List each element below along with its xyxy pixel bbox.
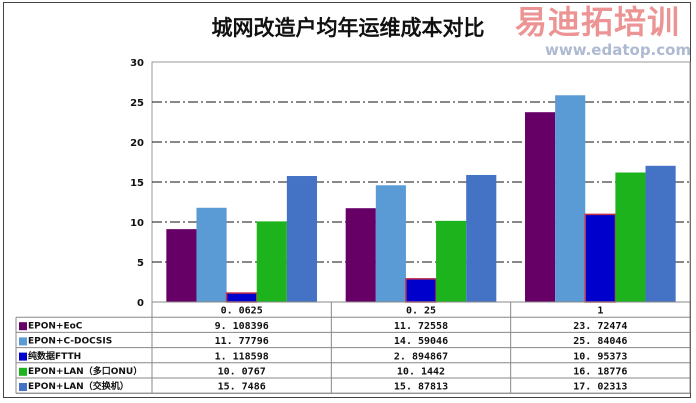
data-label: 15. 87813 xyxy=(394,382,448,393)
legend-swatch xyxy=(19,383,27,391)
legend-swatch xyxy=(19,352,27,361)
data-label: 15. 7486 xyxy=(218,382,266,393)
y-tick-label: 5 xyxy=(137,258,144,269)
bar-0-0 xyxy=(166,229,197,302)
bar-0-1 xyxy=(345,208,376,302)
y-tick-label: 30 xyxy=(130,58,144,69)
bar-3-0 xyxy=(256,221,287,302)
data-label: 2. 894867 xyxy=(394,351,448,362)
data-label: 11. 72558 xyxy=(394,321,448,332)
data-label: 10. 1442 xyxy=(397,367,445,378)
data-label: 10. 95373 xyxy=(573,351,627,362)
bar-1-1 xyxy=(375,185,406,302)
data-label: 11. 77796 xyxy=(215,336,269,347)
x-category-label: 0. 0625 xyxy=(221,306,263,317)
x-category-label: 0. 25 xyxy=(406,306,436,317)
data-label: 17. 02313 xyxy=(573,382,627,393)
legend-label: EPON+LAN（交换机） xyxy=(28,380,129,392)
watermark-brand: 易迪拓培训 xyxy=(515,3,681,41)
data-label: 14. 59046 xyxy=(394,336,448,347)
data-label: 10. 0767 xyxy=(218,367,266,378)
bar-1-0 xyxy=(196,207,227,302)
bar-1-2 xyxy=(555,95,586,302)
data-label: 16. 18776 xyxy=(573,367,627,378)
chart-title: 城网改造户均年运维成本对比 xyxy=(211,15,485,40)
bar-0-2 xyxy=(525,112,556,302)
y-tick-label: 25 xyxy=(130,98,144,109)
x-category-label: 1 xyxy=(597,306,603,317)
y-tick-label: 20 xyxy=(130,138,144,149)
data-label: 9. 108396 xyxy=(215,321,269,332)
data-label: 1. 118598 xyxy=(215,351,269,362)
bar-3-1 xyxy=(436,220,467,302)
y-tick-label: 15 xyxy=(130,178,144,189)
legend-label: EPON+LAN（多口ONU） xyxy=(28,365,142,377)
bar-4-0 xyxy=(286,176,317,302)
y-tick-label: 0 xyxy=(137,298,144,309)
bar-2-0 xyxy=(225,292,258,303)
bar-2-1 xyxy=(405,278,437,303)
legend-swatch xyxy=(19,322,27,331)
legend-label: EPON+EoC xyxy=(28,321,83,331)
y-tick-label: 10 xyxy=(130,218,144,229)
legend-swatch xyxy=(19,337,27,346)
watermark-url: www.edatop.com xyxy=(545,41,692,59)
data-label: 23. 72474 xyxy=(573,321,627,332)
legend-label: 纯数据FTTH xyxy=(28,350,81,362)
bar-2-2 xyxy=(584,213,617,303)
bar-3-2 xyxy=(615,172,646,302)
legend-label: EPON+C-DOCSIS xyxy=(28,337,112,347)
bar-4-2 xyxy=(645,165,676,302)
legend-swatch xyxy=(19,367,27,376)
data-label: 25. 84046 xyxy=(573,336,627,347)
bar-4-1 xyxy=(466,174,497,302)
